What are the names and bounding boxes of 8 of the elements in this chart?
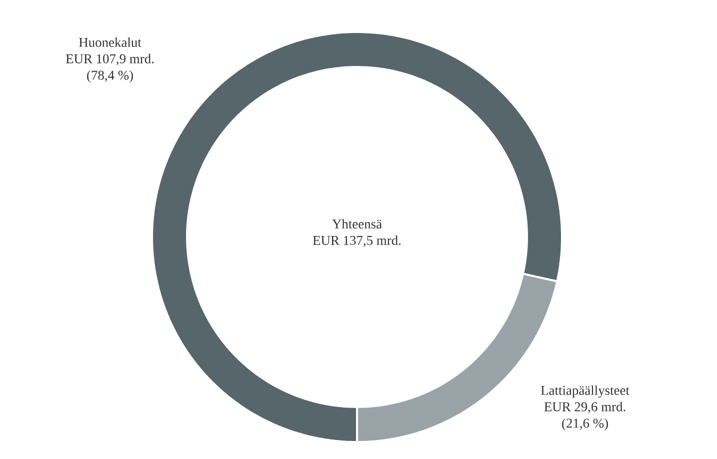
text: Yhteensä [332,219,382,229]
text: (78,4 %) [87,70,133,83]
slice-label: Huonekalut [79,37,142,47]
data-label: EUR 29,6 mrd. [544,402,626,414]
data-label: EUR 107,9 mrd. [66,54,154,66]
text: (21,6 %) [562,418,608,431]
text: EUR 137,5 mrd. [312,236,401,247]
slice-label: Lattiapäällysteet [540,385,630,398]
